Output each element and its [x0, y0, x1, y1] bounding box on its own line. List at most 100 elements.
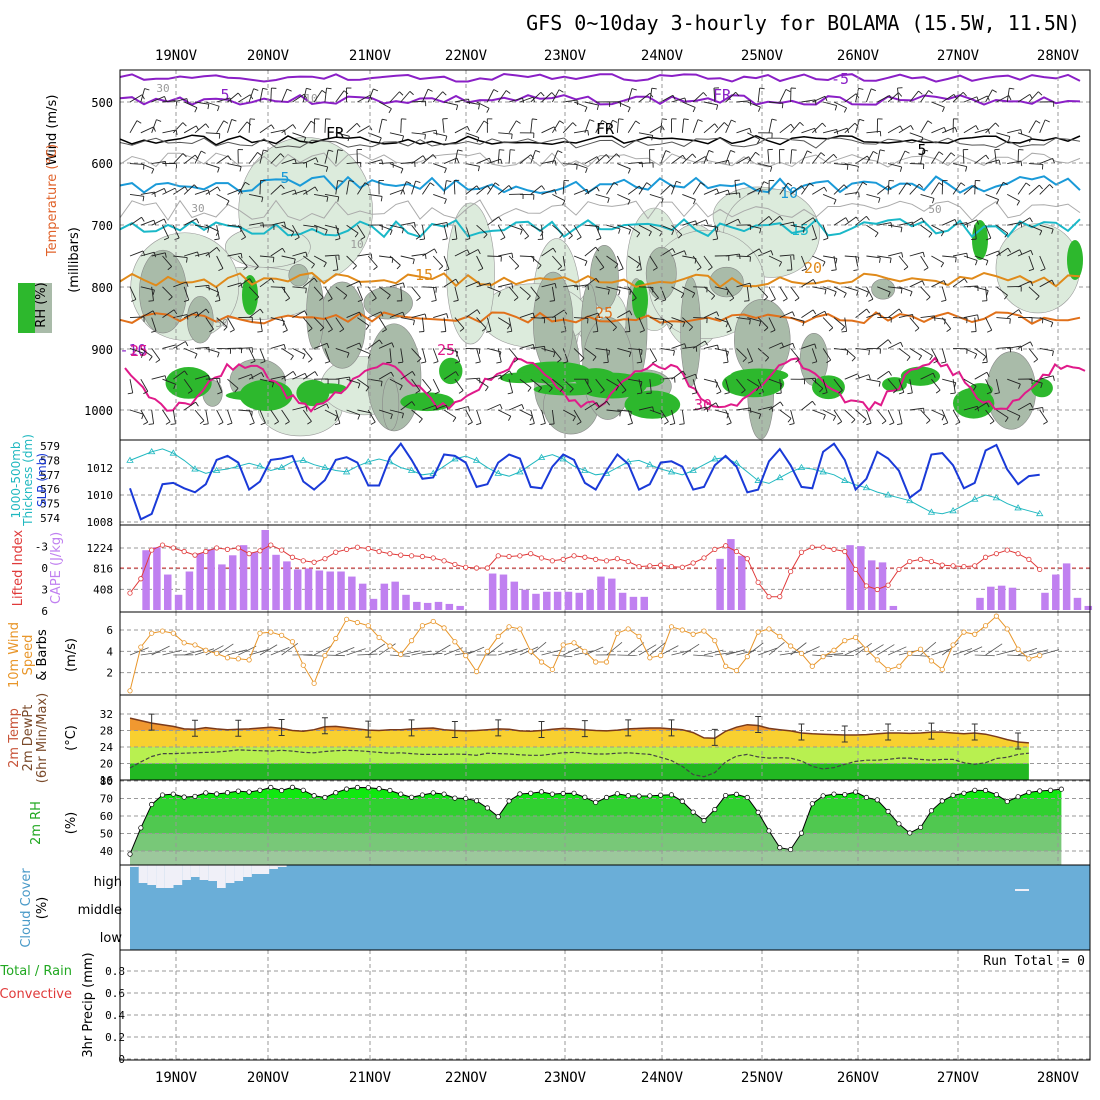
wind-barb-flag	[727, 160, 730, 166]
wind-barb-flag	[532, 118, 538, 121]
wind-barb-flag	[843, 184, 848, 189]
thickness-tick: 577	[40, 469, 60, 482]
wind-barb-flag	[763, 327, 769, 332]
wind-barb	[985, 122, 996, 134]
wind-barb	[497, 224, 506, 238]
wind-barb	[530, 224, 544, 233]
wind-barb	[151, 317, 157, 332]
wind-barb	[909, 407, 924, 411]
wind-barb-flag	[665, 150, 671, 153]
wind-barb-flag	[789, 423, 795, 426]
wind-barb	[151, 188, 165, 195]
wind-barb	[1039, 347, 1054, 352]
wind-barb-flag	[770, 250, 774, 256]
li-tick: 0	[41, 562, 48, 575]
wind-barb-flag	[898, 92, 903, 97]
cape-bar	[737, 555, 746, 610]
wind-barb	[649, 286, 659, 299]
thickness-marker	[862, 483, 871, 491]
wind-barb-flag	[1035, 295, 1040, 301]
cape-bar	[261, 529, 269, 610]
wind-barb	[497, 185, 510, 195]
wind-barb	[747, 187, 761, 195]
wind-barb-flag	[217, 106, 220, 112]
wind-barb-flag	[148, 300, 154, 302]
date-label-bottom: 22NOV	[445, 1070, 488, 1086]
wind-barb-flag	[557, 150, 563, 154]
wind-barb	[855, 308, 867, 318]
rh-shade-green	[439, 357, 463, 385]
thickness-marker	[927, 508, 936, 515]
panel-bg	[120, 950, 1090, 1060]
li-marker	[993, 551, 1000, 557]
wind-barb-flag	[415, 180, 421, 184]
wind-barb-flag	[801, 185, 805, 190]
cape-bar	[608, 578, 616, 610]
wind-barb-flag	[325, 229, 328, 235]
wind-barb-flag	[144, 88, 150, 91]
wind-barb-flag	[451, 238, 457, 241]
wind-barb-flag	[272, 257, 275, 263]
wind-barb-flag	[167, 266, 172, 271]
thickness-marker	[256, 462, 264, 469]
wind-barb	[942, 255, 957, 258]
cape-bar	[618, 592, 627, 610]
wind-barb-flag	[899, 125, 904, 131]
wind-barb	[173, 281, 187, 288]
wind-barb	[162, 225, 170, 238]
wind-barb-flag	[141, 217, 145, 222]
wind-barb	[563, 284, 578, 288]
wind-barb-flag	[429, 182, 435, 187]
wind-barb-flag	[918, 90, 923, 95]
slp-label-1: 1000-500mb	[9, 441, 23, 518]
wind-barb	[541, 189, 555, 195]
wind-barb	[476, 282, 491, 288]
thickness-marker	[169, 449, 178, 456]
wind-barb-flag	[888, 371, 892, 376]
wind-barb	[302, 409, 312, 422]
wind-barb-flag	[446, 222, 449, 228]
wind-speed-marker	[625, 626, 631, 632]
cloud-label-1: Cloud Cover	[19, 868, 34, 948]
wind-barb-flag	[716, 188, 720, 194]
contour-label: 5	[917, 141, 926, 159]
wind-barb	[844, 317, 848, 332]
wind-barb-flag	[822, 392, 828, 395]
slp-tick: 1010	[87, 489, 114, 502]
date-axis-top: 19NOV 20NOV 21NOV 22NOV 23NOV 24NOV 25NOV 26NOV…	[155, 48, 1080, 64]
temp-errorbar	[321, 717, 328, 735]
wind-speed-marker	[452, 639, 458, 645]
li-marker	[582, 554, 588, 560]
wind-barb-flag	[920, 137, 924, 143]
wind-barb-flag	[535, 297, 540, 302]
wind-barb	[433, 221, 448, 226]
wind-barb-flag	[257, 330, 263, 333]
wind-barb-10m	[433, 644, 451, 656]
cape-bar	[1073, 597, 1082, 610]
wind-barb	[249, 193, 263, 198]
rh-marker	[495, 814, 501, 820]
rh-marker	[311, 793, 317, 799]
wind-barb-flag	[148, 356, 153, 361]
wind-barb	[866, 312, 880, 319]
wind-barb-flag	[347, 136, 350, 142]
wind-barb-flag	[438, 265, 444, 270]
wind-barb-flag	[779, 401, 784, 407]
wind-barb-flag	[596, 402, 600, 407]
wind-speed-marker	[127, 688, 133, 694]
temp-tick: 32	[100, 708, 113, 721]
wind-barb-flag	[557, 266, 562, 271]
wind-barb-flag	[549, 300, 555, 302]
wind-barb-flag	[1030, 341, 1034, 347]
rh-shade-green	[624, 372, 665, 388]
rh-shade-green	[1067, 240, 1083, 280]
wind-barb-flag	[731, 119, 737, 123]
wind-barb	[606, 224, 621, 230]
wind-barb-flag	[900, 288, 903, 294]
wind-barb-flag	[141, 414, 144, 420]
rh-marker	[149, 801, 155, 808]
wind-barb	[443, 225, 448, 239]
wind-barb-flag	[402, 311, 406, 317]
wind-barb-flag	[415, 235, 421, 240]
